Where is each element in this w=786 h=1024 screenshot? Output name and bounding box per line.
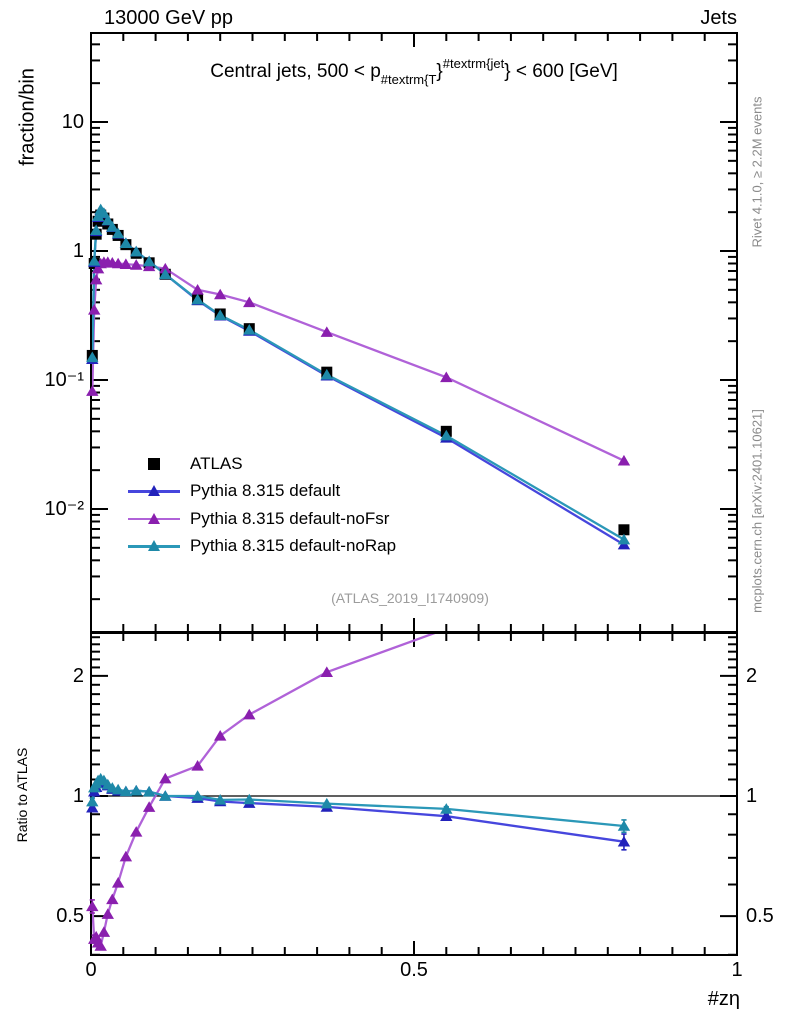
ratio-ytick-right-1: 1 xyxy=(746,785,758,807)
plot-title-prefix: Central jets, 500 < p xyxy=(210,61,381,82)
plot-title-brace2: } xyxy=(504,61,511,82)
ratio-ytick-right-2: 2 xyxy=(746,665,758,687)
ratio-ytick-left-1: 1 xyxy=(72,785,84,807)
xtick-0: 0 xyxy=(85,959,97,981)
legend-label: ATLAS xyxy=(190,453,243,473)
legend-item-pythia-nofsr: Pythia 8.315 default-noFsr xyxy=(126,505,396,533)
line-triangle-marker-icon xyxy=(126,484,182,498)
main-line-Pythia 8.315 default-noFsr xyxy=(92,260,625,462)
analysis-id-watermark: (ATLAS_2019_I1740909) xyxy=(331,590,489,606)
beam-energy-label: 13000 GeV pp xyxy=(104,7,233,29)
main-ytick-1: 1 xyxy=(72,240,84,262)
plot-title-subscript: #textrm{T xyxy=(380,72,437,87)
legend-label: Pythia 8.315 default xyxy=(190,481,341,501)
x-axis-title: #zη xyxy=(707,988,740,1010)
ratio-ytick-right-0p5: 0.5 xyxy=(746,905,774,927)
plot-title-suffix: < 600 [GeV] xyxy=(510,61,618,82)
plot-title-superscript: #textrm{jet xyxy=(442,56,505,71)
xtick-0p5: 0.5 xyxy=(400,959,428,981)
legend-label: Pythia 8.315 default-noRap xyxy=(190,536,397,556)
xtick-1: 1 xyxy=(731,959,743,981)
line-triangle-marker-icon xyxy=(126,539,182,553)
atlas-square-marker-icon xyxy=(126,457,182,471)
main-ytick-10: 10 xyxy=(61,111,84,133)
ratio-line-Pythia 8.315 default xyxy=(92,778,625,843)
legend-item-pythia-default: Pythia 8.315 default xyxy=(126,478,396,506)
ratio-panel-frame xyxy=(90,632,738,956)
mcplots-reference-note: mcplots.cern.ch [arXiv:2401.10621] xyxy=(749,409,765,613)
legend-label: Pythia 8.315 default-noFsr xyxy=(190,508,390,528)
legend-item-atlas: ATLAS xyxy=(126,450,396,478)
legend: ATLAS Pythia 8.315 default Pythia 8.315 … xyxy=(126,450,396,560)
ratio-ytick-left-2: 2 xyxy=(72,665,84,687)
legend-item-pythia-norap: Pythia 8.315 default-noRap xyxy=(126,533,396,561)
line-triangle-marker-icon xyxy=(126,512,182,526)
analysis-group-label: Jets xyxy=(700,7,737,29)
main-ytick-0p1: 10⁻¹ xyxy=(44,369,84,391)
ratio-ytick-left-0p5: 0.5 xyxy=(56,905,84,927)
rivet-version-note: Rivet 4.1.0, ≥ 2.2M events xyxy=(749,96,765,248)
plot-title-brace1: } xyxy=(436,61,443,82)
ratio-line-Pythia 8.315 default-noRap xyxy=(92,777,625,828)
plot-title: Central jets, 500 < p#textrm{T}#textrm{j… xyxy=(210,56,618,87)
main-ytick-0p01: 10⁻² xyxy=(44,498,84,520)
